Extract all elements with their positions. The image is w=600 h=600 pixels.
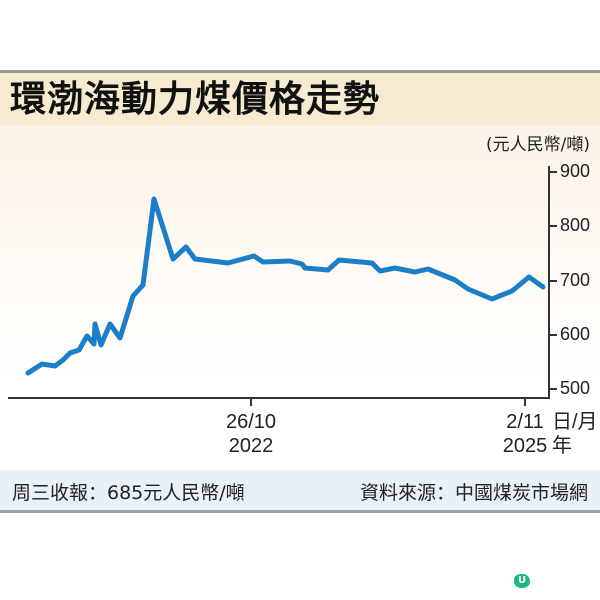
y-tick-label: 900	[560, 161, 591, 181]
title-band: 環渤海動力煤價格走勢	[0, 73, 600, 125]
y-tick-label: 700	[560, 270, 591, 290]
closing-price-note: 周三收報：685元人民幣/噸	[12, 482, 245, 504]
top-rule	[0, 70, 600, 73]
x-tick-daymonth: 2/11	[506, 411, 544, 433]
x-unit-daymonth: 日/月	[552, 411, 598, 433]
footer-band: 周三收報：685元人民幣/噸 資料來源：中國煤炭市場網	[0, 470, 600, 510]
x-unit-year: 年	[552, 435, 572, 457]
brand-logo-icon: U	[514, 574, 530, 588]
y-axis-unit: (元人民幣/噸)	[486, 135, 590, 155]
x-tick-label: 2/11 2025	[480, 410, 570, 458]
x-tick-year: 2025	[502, 435, 548, 457]
x-tick-daymonth: 26/10	[225, 411, 277, 433]
bottom-rule	[0, 510, 600, 513]
y-tick-label: 600	[560, 324, 591, 344]
x-tick-year: 2022	[228, 435, 274, 457]
x-tick-label: 26/10 2022	[206, 410, 296, 458]
x-axis-unit: 日/月 年	[552, 410, 600, 458]
chart-title: 環渤海動力煤價格走勢	[10, 78, 381, 120]
y-ticks	[549, 171, 557, 390]
y-tick-label: 800	[560, 215, 591, 235]
price-line	[25, 196, 546, 376]
y-tick-label: 500	[560, 378, 591, 398]
source-note: 資料來源：中國煤炭市場網	[359, 482, 588, 504]
x-ticks	[250, 398, 526, 406]
